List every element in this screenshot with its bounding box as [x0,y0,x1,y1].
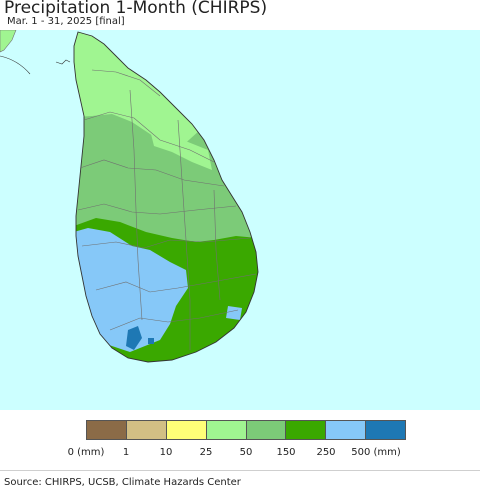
legend-swatch-2 [166,421,207,439]
legend-swatch-0 [87,421,127,439]
legend-swatch-1 [126,421,167,439]
legend-tick-3: 25 [199,447,213,458]
footer: Source: CHIRPS, UCSB, Climate Hazards Ce… [0,470,480,490]
adams-bridge [55,59,71,65]
legend-swatch-6 [326,421,367,439]
legend-tick-0: 0 (mm) [67,447,105,458]
legend-swatch-7 [366,421,405,439]
legend-tick-2: 10 [159,447,173,458]
legend-tick-1: 1 [122,447,130,458]
legend-swatch-5 [286,421,327,439]
legend-swatch-4 [246,421,287,439]
precipitation-zones [74,32,258,362]
map-subtitle: Mar. 1 - 31, 2025 [final] [7,16,125,27]
district-boundaries [77,69,257,350]
legend-tick-4: 50 [239,447,253,458]
legend-tick-7: 500 (mm) [351,447,401,458]
legend-swatch-3 [206,421,247,439]
legend-tick-6: 250 [316,447,336,458]
legend-tick-5: 150 [276,447,296,458]
precipitation-map [0,29,480,410]
map-title: Precipitation 1-Month (CHIRPS) [4,0,268,18]
mainland-coast [0,55,31,75]
legend-colorbar [86,420,406,440]
source-credit: Source: CHIRPS, UCSB, Climate Hazards Ce… [4,477,241,488]
mainland-india [0,29,17,53]
